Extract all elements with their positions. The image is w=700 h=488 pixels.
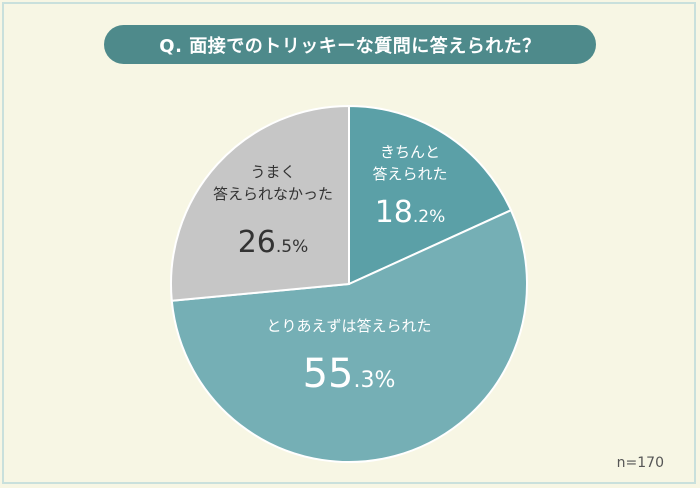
sample-size-label: n=170 (616, 455, 664, 471)
slice-value-2: 26.5% (238, 225, 309, 260)
pie-slice-2 (170, 104, 350, 302)
slice-label-2-line-0: うまく (250, 163, 295, 181)
pie-slice-0 (348, 104, 513, 286)
question-title: Q. 面接でのトリッキーな質問に答えられた？ (104, 25, 596, 64)
pie-slice-1 (170, 208, 528, 463)
slice-value-1: 55.3% (303, 351, 396, 397)
slice-label-0-line-0: きちんと (380, 143, 440, 161)
slice-label-2-line-1: 答えられなかった (213, 185, 333, 203)
slice-label-0-line-1: 答えられた (372, 165, 447, 183)
slice-value-0: 18.2% (375, 195, 446, 230)
slice-label-1-line-0: とりあえずは答えられた (266, 317, 431, 335)
